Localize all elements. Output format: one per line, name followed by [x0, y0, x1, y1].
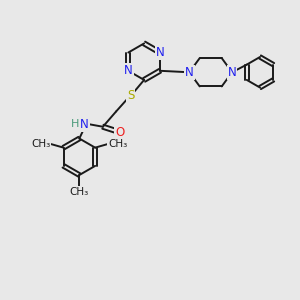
- Text: N: N: [185, 66, 194, 79]
- Text: S: S: [127, 89, 134, 102]
- Text: N: N: [155, 46, 164, 59]
- Text: N: N: [80, 118, 89, 131]
- Text: CH₃: CH₃: [70, 187, 89, 197]
- Text: H: H: [71, 119, 80, 129]
- Text: CH₃: CH₃: [31, 139, 51, 149]
- Text: N: N: [228, 66, 236, 79]
- Text: CH₃: CH₃: [108, 139, 127, 149]
- Text: N: N: [124, 64, 133, 77]
- Text: O: O: [115, 125, 124, 139]
